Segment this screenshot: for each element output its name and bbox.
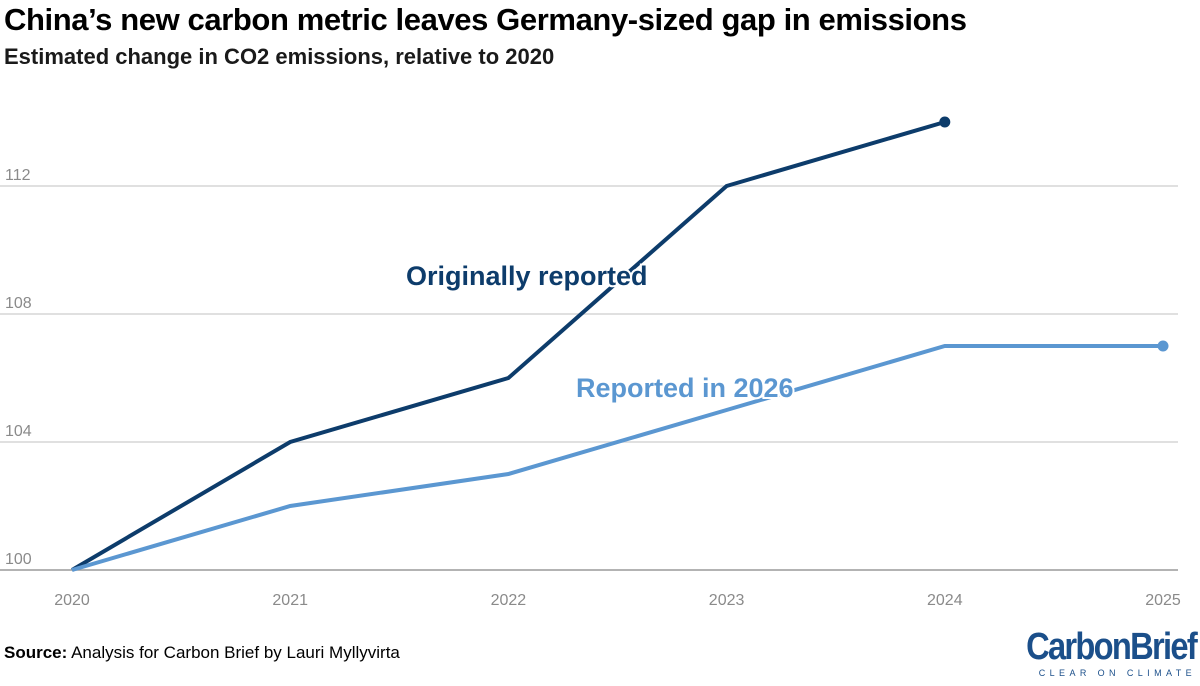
x-tick-label: 2022 — [491, 592, 527, 609]
chart-title: China’s new carbon metric leaves Germany… — [4, 2, 967, 37]
series-end-marker-originally-reported — [939, 116, 951, 128]
series-line-originally-reported — [70, 120, 946, 572]
gridlines — [0, 185, 1178, 571]
series-lines — [70, 116, 1169, 572]
x-tick-label: 2020 — [54, 592, 90, 609]
series-label: Originally reported — [406, 261, 648, 291]
y-tick-label: 108 — [5, 295, 32, 312]
y-tick-label: 112 — [5, 167, 31, 184]
y-tick-label: 104 — [5, 423, 32, 440]
source-note: Source: Analysis for Carbon Brief by Lau… — [4, 643, 400, 663]
logo-tagline: CLEAR ON CLIMATE — [1038, 668, 1196, 678]
source-label: Source: — [4, 643, 68, 662]
x-axis-tick-labels: 2020 2021 2022 2023 2024 2025 — [54, 592, 1181, 609]
x-tick-label: 2025 — [1145, 592, 1181, 609]
y-tick-label: 100 — [5, 551, 32, 568]
logo-wordmark: CarbonBrief — [1026, 626, 1198, 668]
series-labels: Originally reported Reported in 2026 — [404, 259, 796, 405]
chart-subtitle: Estimated change in CO2 emissions, relat… — [4, 44, 555, 69]
series-line-reported-in-2026 — [71, 344, 1163, 572]
series-label: Reported in 2026 — [576, 373, 794, 403]
x-tick-label: 2023 — [709, 592, 745, 609]
x-tick-label: 2024 — [927, 592, 963, 609]
carbon-brief-logo: CarbonBrief CLEAR ON CLIMATE — [996, 626, 1198, 678]
source-text: Analysis for Carbon Brief by Lauri Mylly… — [71, 643, 400, 662]
y-axis-tick-labels: 100 104 108 112 — [5, 167, 32, 568]
series-end-marker-reported-in-2026 — [1157, 340, 1169, 352]
x-tick-label: 2021 — [272, 592, 308, 609]
